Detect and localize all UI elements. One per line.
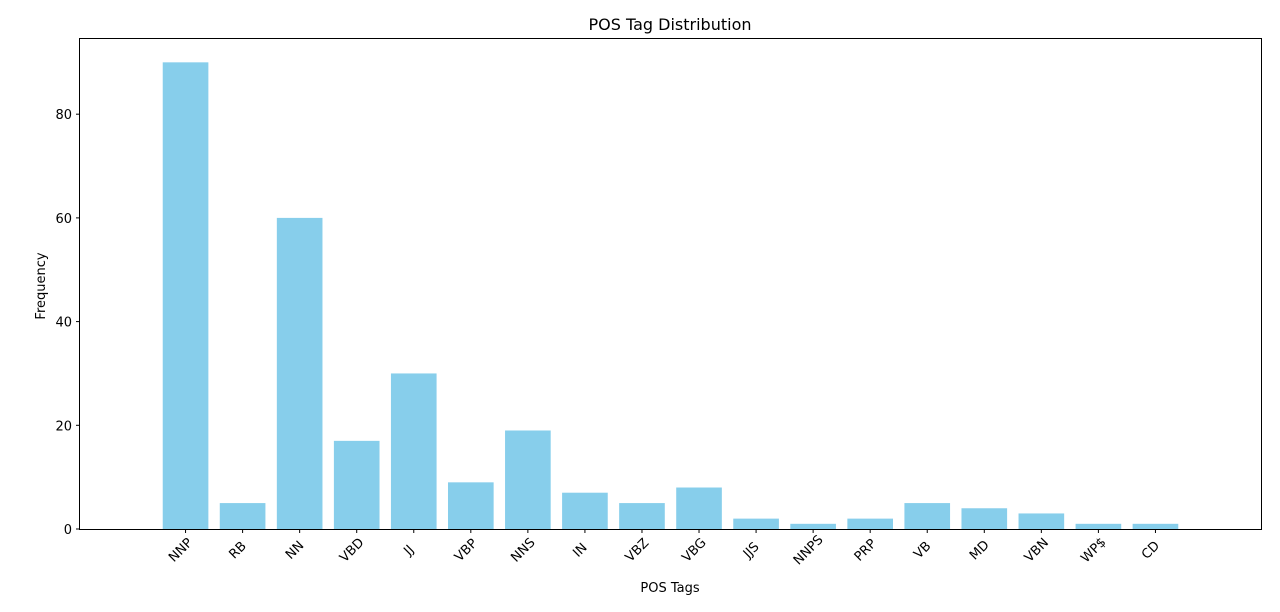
x-axis-label: POS Tags bbox=[640, 581, 699, 596]
bar-jj bbox=[390, 373, 437, 529]
x-tick-label: PRP bbox=[852, 536, 880, 564]
x-tick-label: JJ bbox=[401, 543, 418, 560]
bar-nn bbox=[276, 217, 323, 529]
y-tick-label: 60 bbox=[55, 212, 72, 227]
x-tick-label: WP$ bbox=[1078, 535, 1109, 566]
x-tick-label: NNP bbox=[166, 535, 196, 565]
bar-wp bbox=[1075, 523, 1122, 529]
bar-md bbox=[961, 508, 1008, 529]
plot-frame bbox=[79, 38, 1262, 530]
x-tick-label: IN bbox=[570, 540, 590, 560]
x-tick-label: VBN bbox=[1022, 535, 1052, 565]
bar-jjs bbox=[733, 518, 779, 529]
x-tick-label: MD bbox=[967, 538, 993, 564]
bar-vbn bbox=[1018, 513, 1065, 529]
x-tick-label: JJS bbox=[740, 540, 763, 563]
y-axis-ticks: 0 20 40 60 80 bbox=[55, 108, 80, 538]
x-tick-label: CD bbox=[1139, 538, 1163, 562]
bar-nns bbox=[505, 430, 551, 529]
x-tick-label: VBD bbox=[337, 535, 367, 565]
bar-cd bbox=[1132, 523, 1179, 529]
y-tick-label: 20 bbox=[55, 419, 72, 434]
bar-vbz bbox=[619, 503, 665, 529]
bar-nnp bbox=[162, 62, 209, 529]
bar-vbd bbox=[333, 440, 380, 529]
x-tick-label: VBP bbox=[452, 536, 481, 565]
x-tick-label: NN bbox=[283, 538, 307, 562]
bars-group bbox=[162, 62, 1179, 529]
y-tick-label: 80 bbox=[55, 108, 72, 123]
bar-nnps bbox=[790, 523, 836, 529]
bar-in bbox=[562, 492, 608, 529]
x-tick-label: VB bbox=[911, 539, 934, 562]
bar-rb bbox=[219, 503, 266, 529]
bar-vbg bbox=[676, 487, 722, 529]
y-tick-label: 0 bbox=[64, 523, 72, 538]
x-tick-label: VBZ bbox=[623, 536, 653, 566]
x-tick-label: NNPS bbox=[791, 533, 827, 569]
x-tick-label: RB bbox=[226, 539, 249, 562]
bar-prp bbox=[847, 518, 894, 529]
x-axis-ticks: NNP RB NN VBD JJ VBP NNS IN VBZ VBG JJS NNPS PRP VB MD… bbox=[166, 529, 1163, 568]
x-tick-label: NNS bbox=[508, 535, 538, 565]
bar-vb bbox=[904, 503, 951, 529]
x-tick-label: VBG bbox=[679, 535, 709, 565]
y-axis-label: Frequency bbox=[34, 252, 49, 319]
bar-vbp bbox=[447, 482, 494, 529]
y-tick-label: 40 bbox=[55, 316, 72, 331]
chart-title: POS Tag Distribution bbox=[589, 15, 752, 34]
